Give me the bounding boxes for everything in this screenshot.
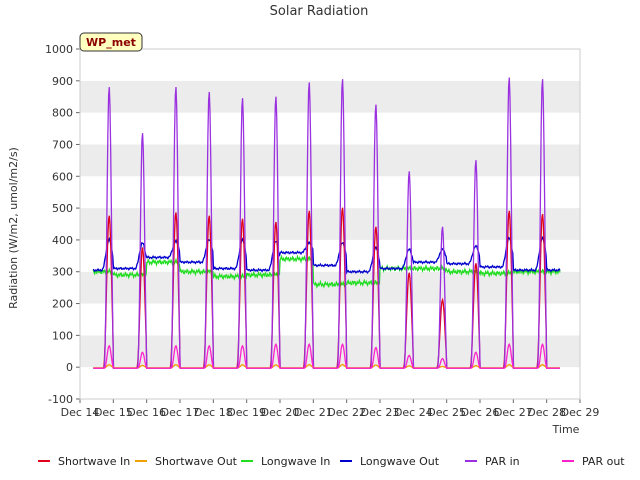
grid-band	[80, 80, 580, 113]
x-tick-label: Dec 28	[527, 406, 566, 419]
grid-band	[80, 144, 580, 177]
x-axis-title: Time	[552, 423, 580, 436]
grid-band	[80, 335, 580, 368]
legend-label: Shortwave In	[58, 455, 130, 468]
grid-bands	[80, 49, 580, 399]
legend-label: Longwave In	[261, 455, 330, 468]
x-tick-label: Dec 17	[161, 406, 200, 419]
y-axis-title: Radiation (W/m2, umol/m2/s)	[7, 147, 20, 309]
y-tick-label: 900	[52, 75, 73, 88]
plot-frame	[79, 48, 581, 400]
series-line-longwave-in	[92, 254, 561, 290]
y-tick-label: -100	[48, 393, 73, 406]
grid-band	[80, 367, 580, 399]
y-tick-label: 200	[52, 298, 73, 311]
x-tick-label: Dec 22	[327, 406, 366, 419]
y-tick-label: 800	[52, 107, 73, 120]
legend-label: PAR in	[485, 455, 520, 468]
x-tick-label: Dec 19	[227, 406, 266, 419]
x-tick-label: Dec 15	[94, 406, 133, 419]
grid-band	[80, 112, 580, 145]
legend: Shortwave In Shortwave Out Longwave In Long…	[38, 455, 625, 468]
series-line-par-out	[93, 342, 560, 369]
grid-band	[80, 208, 580, 240]
y-tick-label: 0	[66, 361, 73, 374]
legend-item: PAR in	[465, 455, 520, 468]
legend-label: Shortwave Out	[155, 455, 238, 468]
series-line-longwave-out	[92, 235, 561, 275]
x-tick-label: Dec 25	[427, 406, 466, 419]
x-tick-label: Dec 29	[561, 406, 600, 419]
x-tick-label: Dec 24	[394, 406, 433, 419]
x-tick-label: Dec 20	[261, 406, 300, 419]
grid-band	[80, 176, 580, 209]
legend-item: Longwave Out	[340, 455, 440, 468]
x-tick-label: Dec 27	[494, 406, 533, 419]
x-tick-label: Dec 18	[194, 406, 233, 419]
legend-item: PAR out	[562, 455, 625, 468]
y-tick-label: 600	[52, 170, 73, 183]
y-tick-label: 700	[52, 138, 73, 151]
grid-band	[80, 49, 580, 81]
legend-item: Longwave In	[241, 455, 330, 468]
data-series	[92, 77, 561, 369]
x-tick-label: Dec 14	[61, 406, 100, 419]
legend-item: Shortwave Out	[135, 455, 238, 468]
legend-label: Longwave Out	[360, 455, 440, 468]
grid-band	[80, 303, 580, 336]
legend-item: Shortwave In	[38, 455, 130, 468]
chart-title: Solar Radiation	[270, 4, 369, 19]
grid-band	[80, 271, 580, 304]
station-badge: WP_met	[79, 32, 143, 52]
x-tick-label: Dec 21	[294, 406, 333, 419]
x-tick-label: Dec 16	[127, 406, 166, 419]
x-tick-label: Dec 26	[461, 406, 500, 419]
station-badge-label: WP_met	[86, 36, 136, 49]
y-tick-label: 400	[52, 234, 73, 247]
y-axis: -100 0 100 200 300 400 500 600 700 800 900 1000	[45, 43, 80, 406]
station-badge-box	[79, 32, 143, 52]
x-tick-label: Dec 23	[361, 406, 400, 419]
y-tick-label: 1000	[45, 43, 73, 56]
legend-label: PAR out	[582, 455, 625, 468]
y-tick-label: 300	[52, 266, 73, 279]
y-tick-label: 500	[52, 202, 73, 215]
y-tick-label: 100	[52, 329, 73, 342]
